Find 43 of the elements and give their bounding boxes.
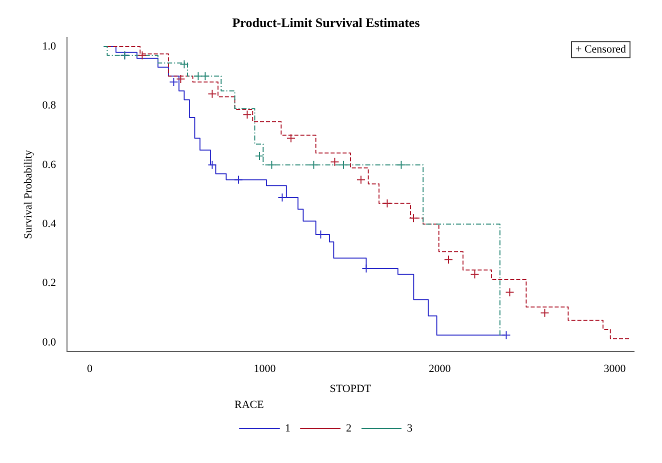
point [330,157,340,166]
point [180,60,189,69]
y-tick-label: 0.4 [42,218,56,230]
x-tick-label: 0 [86,362,93,375]
y-tick-label: 0.8 [42,100,56,112]
point [176,74,186,84]
point [309,160,318,170]
point [278,192,287,202]
y-tick-label: 1.0 [42,40,56,52]
point [208,160,217,170]
point [505,288,514,297]
y-axis-title: Survival Probability [22,150,34,239]
point [408,214,418,223]
legend-title: RACE [234,399,264,412]
point [540,308,550,318]
point [200,72,210,81]
point [208,89,217,98]
point [470,270,480,279]
x-tick-label: 2000 [428,362,452,375]
point [194,72,203,81]
chart-title: Product-Limit Survival Estimates [232,15,420,30]
point [254,152,264,161]
point [138,50,147,60]
legend-label: 3 [407,422,413,434]
point [169,78,178,87]
x-axis-title: STOPDT [330,383,372,396]
point [338,160,348,170]
x-tick-label: 3000 [604,362,626,375]
point [444,255,453,264]
point [267,160,276,170]
point [242,110,252,120]
y-tick-label: 0.6 [42,158,56,171]
point [286,134,296,143]
y-tick-label: 0.2 [42,277,56,290]
point [382,198,392,208]
y-tick-label: 0.0 [42,336,56,348]
point [356,175,366,184]
annotation: + Censored [576,43,626,56]
legend-label: 1 [285,422,290,434]
x-tick-label: 1000 [254,362,276,375]
legend-label: 2 [346,422,352,434]
point [396,160,406,170]
point [234,175,243,184]
